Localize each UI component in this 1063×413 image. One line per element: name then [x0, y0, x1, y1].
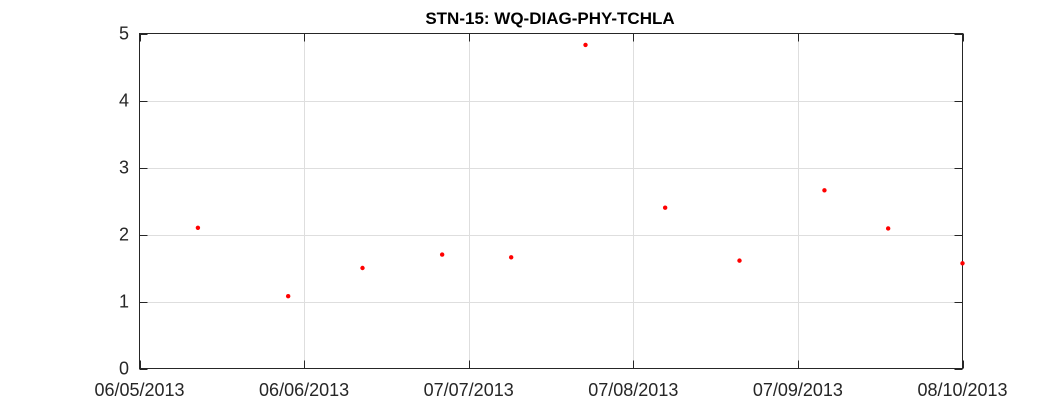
data-point [737, 258, 742, 263]
x-tick-label: 06/05/2013 [94, 380, 184, 400]
y-tick-label: 3 [119, 158, 129, 178]
data-point [439, 252, 445, 257]
y-tick-label: 0 [119, 359, 129, 379]
data-point [662, 205, 668, 210]
data-point [960, 261, 965, 266]
y-tick-label: 2 [119, 225, 129, 245]
x-tick-label: 07/09/2013 [753, 380, 843, 400]
x-tick-label: 06/06/2013 [259, 380, 349, 400]
data-point [885, 226, 891, 231]
data-points [195, 42, 965, 299]
data-point [360, 265, 365, 271]
grid [139, 33, 963, 369]
x-axis-tick-labels: 06/05/2013 06/06/2013 07/07/2013 07/08/2013… [94, 380, 1007, 400]
y-axis-tick-labels: 0 1 2 3 4 5 [119, 24, 129, 379]
plot-area-frame [139, 33, 963, 369]
data-point [285, 293, 291, 299]
axis-ticks [139, 33, 964, 370]
x-tick-label: 08/10/2013 [917, 380, 1007, 400]
x-tick-label: 07/08/2013 [588, 380, 678, 400]
data-point [508, 255, 514, 260]
data-point [195, 225, 201, 230]
chart-title: STN-15: WQ-DIAG-PHY-TCHLA [425, 9, 674, 28]
data-point [583, 42, 588, 48]
y-tick-label: 4 [119, 91, 129, 111]
y-tick-label: 1 [119, 292, 129, 312]
data-point [822, 188, 827, 193]
x-tick-label: 07/07/2013 [424, 380, 514, 400]
y-tick-label: 5 [119, 24, 129, 44]
